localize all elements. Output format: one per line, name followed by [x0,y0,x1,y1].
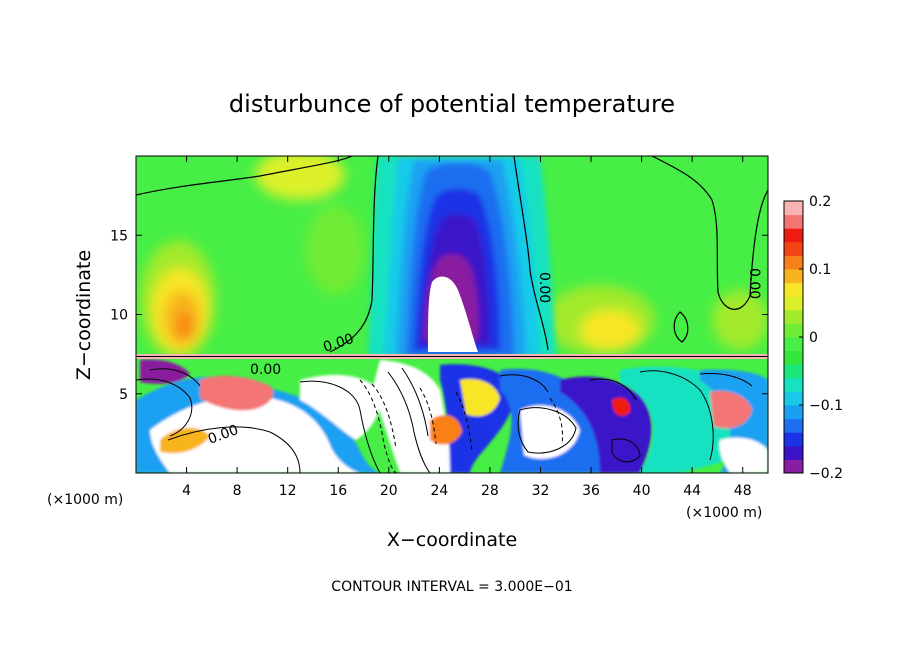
colorbar-swatch [784,282,803,297]
colorbar-swatch [784,241,803,256]
cold-core-white [428,276,478,352]
x-tick-label: 20 [380,483,398,499]
zero-contours-upper [136,156,768,353]
x-unit-right: (×1000 m) [686,505,762,521]
x-tick-label: 28 [481,483,499,499]
colorbar-swatch [784,309,803,324]
y-tick-label: 15 [110,228,128,244]
warm-patch-right-inner [580,310,640,350]
heatmap-field: 0.00 0.00 0.00 [136,156,768,473]
mild-patch [305,205,365,295]
contour-interval-note: CONTOUR INTERVAL = 3.000E−01 [331,579,572,595]
colorbar-swatch [784,228,803,243]
colorbar-tick-label: 0 [809,330,818,346]
colorbar-swatch [784,269,803,284]
colorbar-tick-label: 0.2 [809,194,831,210]
colorbar-swatch [784,391,803,406]
colorbar-swatch [784,377,803,392]
x-tick-label: 4 [182,483,191,499]
x-tick-label: 32 [532,483,550,499]
x-axis-ticks: 4 8 12 16 20 24 28 32 36 40 44 48 [182,156,752,499]
colorbar-swatch [784,337,803,352]
x-unit-left: (×1000 m) [47,492,123,508]
colorbar-swatch [784,201,803,216]
x-tick-label: 36 [582,483,600,499]
contour-label: 0.00 [536,272,552,303]
warm-patch-left-core [177,311,193,339]
x-tick-label: 12 [279,483,297,499]
colorbar-tick-label: 0.1 [809,262,831,278]
x-tick-label: 16 [329,483,347,499]
colorbar-swatch [784,445,803,460]
warm-patch-far-right [712,290,768,350]
upper-layer: 0.00 0.00 0.00 [136,156,768,357]
y-axis-ticks: 5 10 15 [110,228,768,403]
colorbar-swatch [784,364,803,379]
x-tick-label: 40 [633,483,651,499]
y-tick-label: 5 [119,387,128,403]
colorbar [784,201,803,474]
y-axis-title: Z−coordinate [73,250,95,380]
contour-label: 0.00 [746,268,762,299]
colorbar-ticks: 0.2 0.1 0 −0.1 −0.2 [799,194,843,482]
colorbar-tick-label: −0.2 [809,466,843,482]
colorbar-swatch [784,432,803,447]
x-tick-label: 48 [734,483,752,499]
y-tick-label: 10 [110,308,128,324]
x-axis-title: X−coordinate [387,529,517,551]
colorbar-swatch [784,323,803,338]
colorbar-swatch [784,350,803,365]
contour-label: 0.00 [250,362,281,378]
x-tick-label: 8 [233,483,242,499]
contours-lower [136,367,753,473]
colorbar-swatch [784,214,803,229]
colorbar-swatch [784,405,803,420]
lower-layer: 0.00 0.00 [136,357,768,473]
colorbar-swatch [784,459,803,474]
x-tick-label: 24 [430,483,448,499]
colorbar-tick-label: −0.1 [809,398,843,414]
chart-title: disturbunce of potential temperature [229,90,675,118]
colorbar-swatch [784,296,803,311]
warm-patch-top [255,156,345,200]
colorbar-swatch [784,255,803,270]
negative-contours-lower [359,379,563,473]
colorbar-swatch [784,418,803,433]
x-tick-label: 44 [683,483,701,499]
